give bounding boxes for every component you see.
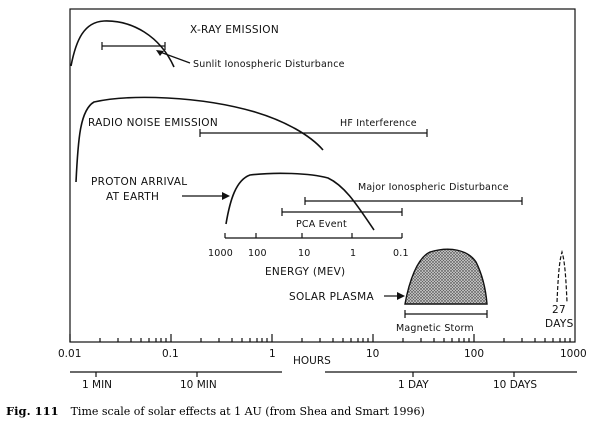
energy-tick-label-1: 1	[350, 248, 356, 259]
sunlit-pointer	[159, 51, 191, 64]
energy-tick-label-10: 10	[298, 248, 311, 259]
figure-caption: Fig. 111 Time scale of solar effects at …	[6, 402, 425, 419]
pca-event-label: PCA Event	[296, 219, 347, 230]
minutes-label-10min: 10 MIN	[180, 379, 217, 391]
xray-emission-curve	[70, 20, 175, 68]
hours-tick-1000: 1000	[560, 348, 587, 360]
sunlit-disturbance-label: Sunlit Ionospheric Disturbance	[193, 59, 345, 70]
days27-label-line1: 27	[552, 304, 566, 316]
solar-plasma-shape	[404, 248, 488, 305]
energy-tick-label-0.1: 0.1	[393, 248, 409, 259]
days-label-1day: 1 DAY	[398, 379, 429, 391]
proton-arrival-label-line1: PROTON ARRIVAL	[91, 176, 187, 188]
hours-axis-label: HOURS	[293, 355, 331, 367]
figure-caption-number: Fig. 111	[6, 404, 59, 418]
recurrence-27-days-curve	[556, 249, 568, 303]
plasma-pointer-arrowhead	[397, 292, 405, 300]
radio-noise-curve	[75, 96, 324, 183]
hours-axis-ticks	[69, 334, 571, 342]
radio-noise-label: RADIO NOISE EMISSION	[88, 117, 218, 129]
proton-energy-curve	[225, 172, 375, 231]
solar-plasma-label: SOLAR PLASMA	[289, 291, 374, 303]
hf-interference-label: HF Interference	[340, 118, 417, 129]
proton-pointer-arrowhead	[222, 192, 230, 200]
hours-tick-100: 100	[464, 348, 484, 360]
days-label-10days: 10 DAYS	[493, 379, 537, 391]
figure-caption-text: Time scale of solar effects at 1 AU (fro…	[71, 405, 425, 418]
proton-arrival-label-line2: AT EARTH	[106, 191, 159, 203]
hours-tick-1: 1	[269, 348, 276, 360]
energy-tick-label-1000: 1000	[208, 248, 233, 259]
plot-frame	[69, 8, 576, 343]
sunlit-pointer-arrowhead	[156, 50, 164, 56]
hours-tick-0.1: 0.1	[162, 348, 179, 360]
major-disturbance-label: Major Ionospheric Disturbance	[358, 182, 509, 193]
hours-tick-10: 10	[366, 348, 379, 360]
days27-label-line2: DAYS	[545, 318, 574, 330]
minutes-label-1min: 1 MIN	[82, 379, 112, 391]
xray-emission-label: X-RAY EMISSION	[190, 24, 279, 36]
energy-tick-label-100: 100	[248, 248, 267, 259]
magnetic-storm-label: Magnetic Storm	[396, 323, 474, 334]
hours-tick-0.01: 0.01	[58, 348, 81, 360]
energy-axis-label: ENERGY (MEV)	[265, 266, 345, 278]
